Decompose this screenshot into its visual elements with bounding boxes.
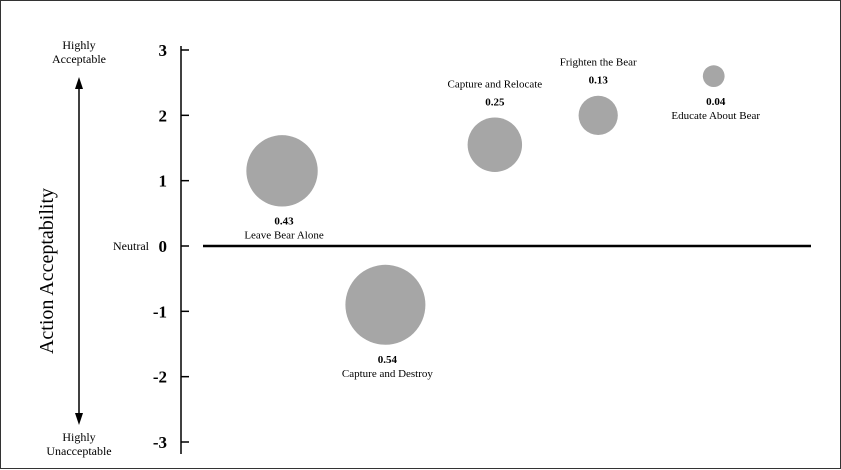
y-tick-label: 1 (159, 172, 168, 191)
bubble-leave-bear-alone (246, 135, 318, 207)
bubble-frighten-the-bear (578, 95, 618, 135)
y-tick-label: 3 (159, 41, 168, 60)
bubble-capture-and-relocate (467, 117, 523, 172)
y-axis-ticks: -3 -2 -1 0 1 2 3 (153, 41, 189, 452)
bubbles-layer (246, 65, 725, 345)
bubble-value-label: 0.13 (589, 75, 609, 87)
bubble-labels-layer: 0.43 Leave Bear Alone 0.54 Capture and Dest… (244, 57, 760, 380)
y-tick-label: 0 (159, 237, 168, 256)
highly-unacceptable-label: Highly Unacceptable (46, 430, 111, 458)
neutral-label: Neutral (113, 239, 150, 253)
bubble-value-label: 0.25 (485, 97, 505, 109)
highly-acceptable-label: Highly Acceptable (52, 38, 106, 66)
bubble-name-label: Leave Bear Alone (244, 230, 324, 242)
bubble-value-label: 0.04 (706, 96, 726, 108)
y-tick-label: 2 (159, 106, 168, 125)
bottom-annotation: Highly Unacceptable (46, 430, 111, 458)
bubble-name-label: Capture and Relocate (447, 79, 542, 91)
y-tick-label: -2 (153, 368, 167, 387)
y-tick-label: -1 (153, 302, 167, 321)
top-annotation: Highly Acceptable (52, 38, 106, 66)
bubble-name-label: Educate About Bear (671, 110, 760, 122)
bubble-educate-about-bear (702, 65, 725, 88)
bubble-name-label: Frighten the Bear (560, 57, 637, 69)
bubble-value-label: 0.43 (274, 216, 294, 228)
acceptability-double-arrow (75, 77, 83, 425)
y-tick-label: -3 (153, 433, 167, 452)
bubble-value-label: 0.54 (378, 354, 398, 366)
bubble-name-label: Capture and Destroy (342, 368, 434, 380)
bubble-capture-and-destroy (345, 264, 426, 345)
y-axis-label: Action Acceptability (36, 188, 58, 354)
